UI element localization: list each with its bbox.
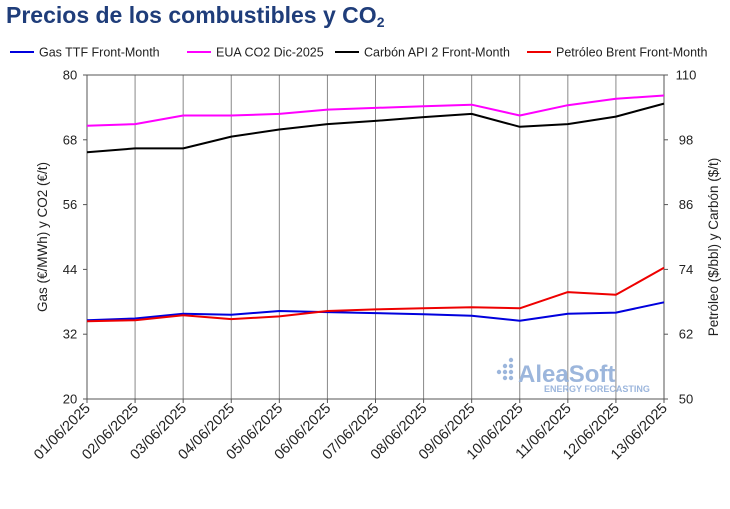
y-axis-right: 50 62 74 86 98 110 — [664, 68, 696, 407]
chart-title-subscript: 2 — [376, 14, 385, 30]
aleasoft-logo-icon — [496, 357, 514, 381]
watermark: AleaSoft ENERGY FORECASTING — [496, 357, 650, 394]
y-left-tick-label: 32 — [63, 327, 77, 342]
legend-label-3: Petróleo Brent Front-Month — [556, 46, 708, 60]
y-right-tick-label: 98 — [679, 132, 693, 147]
y-left-tick-label: 44 — [63, 262, 77, 277]
y-left-tick-label: 80 — [63, 68, 77, 83]
y-left-tick-label: 20 — [63, 392, 77, 407]
grid — [134, 75, 617, 399]
watermark-brand: AleaSoft — [518, 361, 615, 388]
series-line-0 — [86, 301, 665, 322]
series-line-2 — [86, 102, 665, 154]
y-right-tick-label: 50 — [679, 392, 693, 407]
chart-title: Precios de los combustibles y CO2 — [6, 2, 384, 30]
y-axis-left: 20 32 44 56 68 80 — [63, 68, 87, 407]
y-right-tick-label: 110 — [676, 68, 697, 83]
y-axis-right-label: Petróleo ($/bbl) y Carbón ($/t) — [706, 158, 721, 337]
y-right-tick-label: 62 — [679, 327, 693, 342]
series-group — [86, 94, 665, 323]
watermark-tagline: ENERGY FORECASTING — [544, 384, 650, 394]
y-left-tick-label: 56 — [63, 197, 77, 212]
y-axis-left-label: Gas (€/MWh) y CO2 (€/t) — [35, 162, 50, 312]
legend-label-1: EUA CO2 Dic-2025 — [216, 46, 324, 60]
chart-title-text: Precios de los combustibles y CO — [6, 2, 377, 28]
y-left-tick-label: 68 — [63, 132, 77, 147]
legend-label-0: Gas TTF Front-Month — [39, 46, 160, 60]
series-line-1 — [86, 94, 665, 127]
legend-label-2: Carbón API 2 Front-Month — [364, 46, 510, 60]
y-right-tick-label: 74 — [679, 262, 693, 277]
y-right-tick-label: 86 — [679, 197, 693, 212]
legend: Gas TTF Front-Month EUA CO2 Dic-2025 Carbó… — [10, 46, 708, 60]
x-axis: 01/06/202502/06/202503/06/202504/06/2025… — [31, 399, 671, 463]
series-line-3 — [86, 266, 665, 323]
